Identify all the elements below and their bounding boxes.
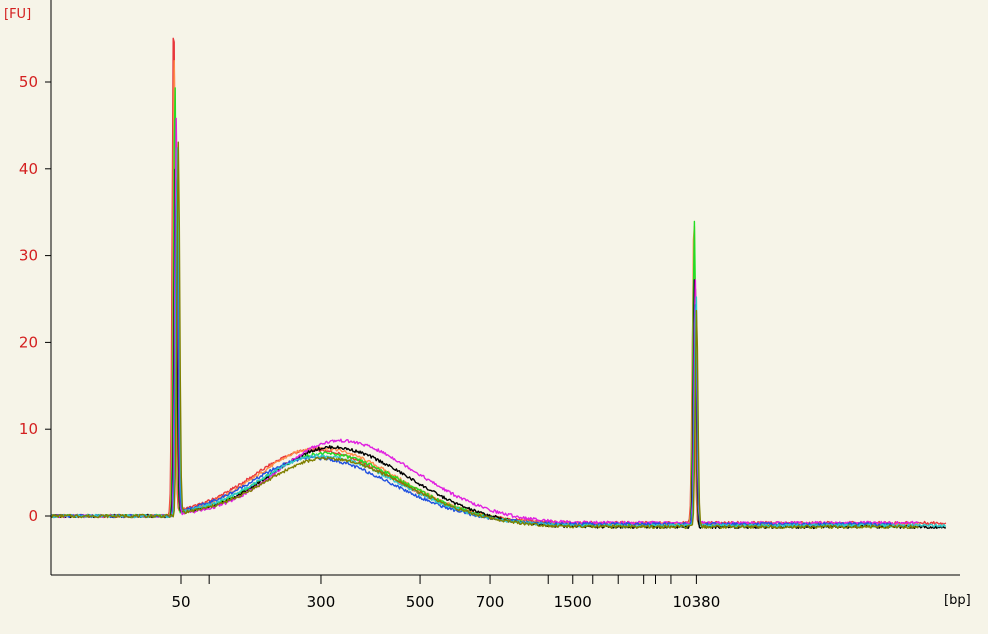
x-axis-label: [bp]: [944, 593, 971, 608]
series-layer: [50, 37, 947, 530]
y-tick-label: 50: [19, 73, 38, 91]
y-tick-label: 40: [19, 160, 38, 178]
y-ticks: 0 10 20 30 40 50: [19, 73, 51, 525]
y-tick-label: 0: [28, 507, 38, 525]
x-tick-label: 10380: [673, 593, 721, 611]
y-tick-label: 10: [19, 420, 38, 438]
x-tick-label: 50: [171, 593, 190, 611]
series-trace-8: [50, 141, 919, 530]
series-trace-5: [50, 117, 919, 526]
y-axis-label: [FU]: [4, 7, 31, 22]
x-tick-label: 700: [476, 593, 505, 611]
x-tick-label: 1500: [554, 593, 592, 611]
y-tick-label: 20: [19, 333, 38, 351]
x-tick-label: 300: [307, 593, 336, 611]
x-ticks: 50 300 500 700 1500 10380: [171, 575, 720, 611]
y-tick-label: 30: [19, 247, 38, 265]
x-tick-label: 500: [406, 593, 435, 611]
